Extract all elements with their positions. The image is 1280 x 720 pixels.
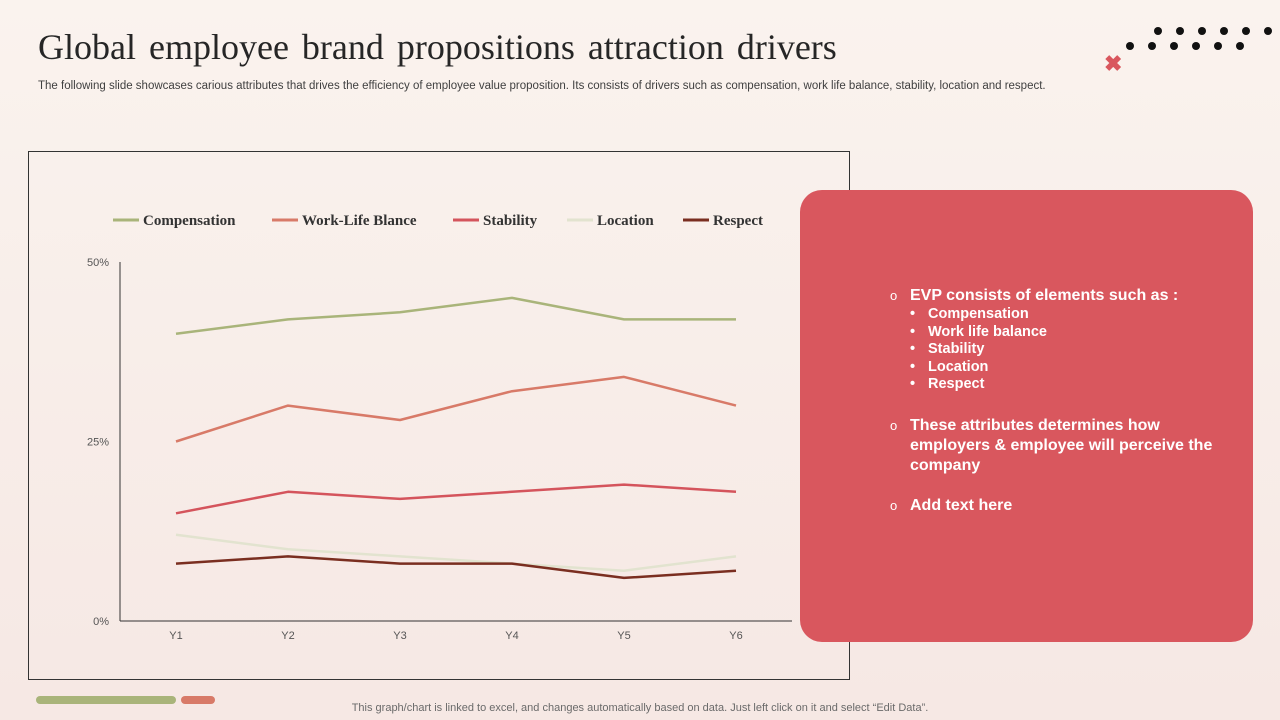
legend-label: Compensation (143, 213, 236, 229)
decorative-dot (1242, 27, 1250, 35)
panel-bullet-3: o Add text here (890, 496, 1220, 516)
legend-label: Respect (713, 213, 763, 229)
decorative-dot (1198, 27, 1206, 35)
circle-bullet-icon: o (890, 417, 898, 433)
x-tick-label: Y6 (729, 630, 742, 642)
series-line-stability (175, 483, 737, 515)
circle-bullet-icon: o (890, 497, 898, 513)
x-tick-label: Y1 (169, 630, 182, 642)
evp-elements-list: Compensation Work life balance Stability… (910, 306, 1220, 394)
line-chart: 0% 25% 50% Y1 Y2 Y3 Y4 Y5 Y6 Compensation Work-Lif… (28, 151, 850, 680)
x-tick-label: Y3 (393, 630, 406, 642)
list-item: Stability (910, 341, 1220, 359)
y-tick-label: 25% (87, 437, 109, 449)
x-tick-label: Y5 (617, 630, 630, 642)
decorative-dot (1192, 42, 1200, 50)
decorative-dot (1236, 42, 1244, 50)
decorative-dot (1170, 42, 1178, 50)
decorative-dot (1126, 42, 1134, 50)
decorative-pill-coral (181, 696, 215, 704)
list-item: Respect (910, 376, 1220, 394)
x-tick-label: Y2 (281, 630, 294, 642)
panel-bullet-2: o These attributes determines how employ… (890, 416, 1220, 476)
y-tick-label: 0% (93, 616, 109, 628)
decorative-dots (1122, 25, 1272, 55)
panel-bullet-1: o EVP consists of elements such as : (890, 286, 1220, 306)
panel-bullet-2-text: These attributes determines how employer… (910, 416, 1213, 474)
series-line-compensation (175, 296, 736, 336)
decorative-dot (1220, 27, 1228, 35)
decorative-dot (1154, 27, 1162, 35)
list-item: Location (910, 359, 1220, 377)
series-line-location (175, 533, 737, 572)
list-item: Compensation (910, 306, 1220, 324)
y-tick-label: 50% (87, 257, 109, 269)
panel-bullet-3-text: Add text here (910, 496, 1013, 514)
series-line-respect (175, 555, 737, 580)
panel-bullet-1-text: EVP consists of elements such as : (910, 287, 1179, 304)
decorative-dot (1176, 27, 1184, 35)
info-panel: o EVP consists of elements such as : Com… (800, 190, 1253, 642)
legend-label: Location (597, 213, 654, 229)
legend-label: Stability (483, 213, 538, 229)
page-subtitle: The following slide showcases carious at… (38, 80, 1046, 92)
x-tick-label: Y4 (505, 630, 518, 642)
decorative-pill-green (36, 696, 176, 704)
decorative-dot (1214, 42, 1222, 50)
list-item: Work life balance (910, 324, 1220, 342)
legend-label: Work-Life Blance (302, 213, 417, 229)
page-title: Global employee brand propositions attra… (38, 27, 837, 67)
decorative-dot (1264, 27, 1272, 35)
series-line-work-life-blance (175, 375, 737, 443)
close-x-icon: ✖ (1104, 51, 1123, 76)
circle-bullet-icon: o (890, 288, 898, 303)
chart-canvas: 0% 25% 50% Y1 Y2 Y3 Y4 Y5 Y6 Compensation Work-Lif… (87, 213, 792, 642)
footer-note: This graph/chart is linked to excel, and… (351, 702, 929, 714)
decorative-dot (1148, 42, 1156, 50)
